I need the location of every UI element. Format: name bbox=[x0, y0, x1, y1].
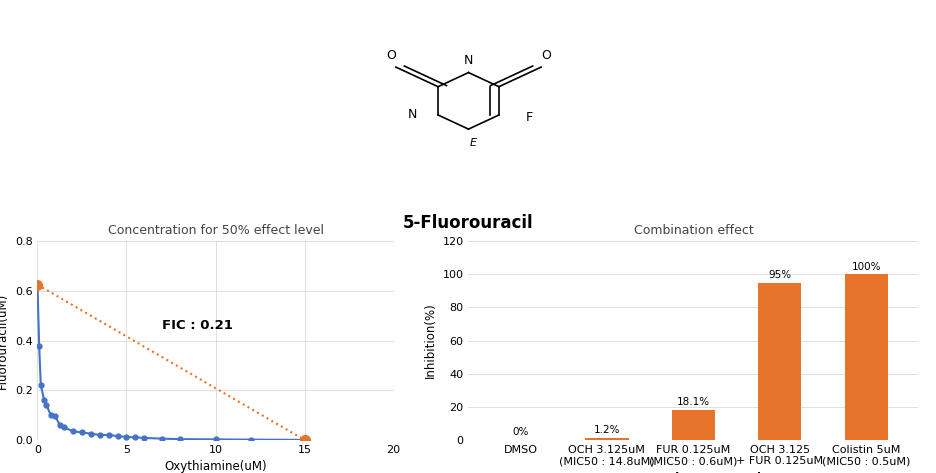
Y-axis label: Fluorouracil(uM): Fluorouracil(uM) bbox=[0, 292, 9, 389]
Bar bbox=[757, 283, 800, 440]
Title: Concentration for 50% effect level: Concentration for 50% effect level bbox=[108, 224, 323, 237]
Text: F: F bbox=[525, 111, 533, 123]
Text: 95%: 95% bbox=[768, 270, 791, 280]
X-axis label: Compound Concentration: Compound Concentration bbox=[608, 472, 777, 473]
Text: 100%: 100% bbox=[851, 262, 880, 272]
Text: N: N bbox=[407, 108, 417, 122]
Text: E: E bbox=[469, 138, 476, 148]
Text: 1.2%: 1.2% bbox=[593, 425, 620, 436]
Text: 18.1%: 18.1% bbox=[676, 397, 709, 407]
Text: 0%: 0% bbox=[512, 428, 528, 438]
X-axis label: Oxythiamine(uM): Oxythiamine(uM) bbox=[164, 460, 267, 473]
Bar bbox=[585, 438, 628, 440]
Bar bbox=[671, 410, 714, 440]
Text: O: O bbox=[540, 49, 550, 61]
Text: O: O bbox=[386, 49, 396, 61]
Y-axis label: Inhibition(%): Inhibition(%) bbox=[423, 303, 436, 378]
Text: N: N bbox=[463, 54, 473, 67]
Title: Combination effect: Combination effect bbox=[633, 224, 753, 237]
Text: FIC : 0.21: FIC : 0.21 bbox=[162, 319, 233, 332]
Text: 5-Fluorouracil: 5-Fluorouracil bbox=[402, 214, 534, 232]
Bar bbox=[844, 274, 887, 440]
